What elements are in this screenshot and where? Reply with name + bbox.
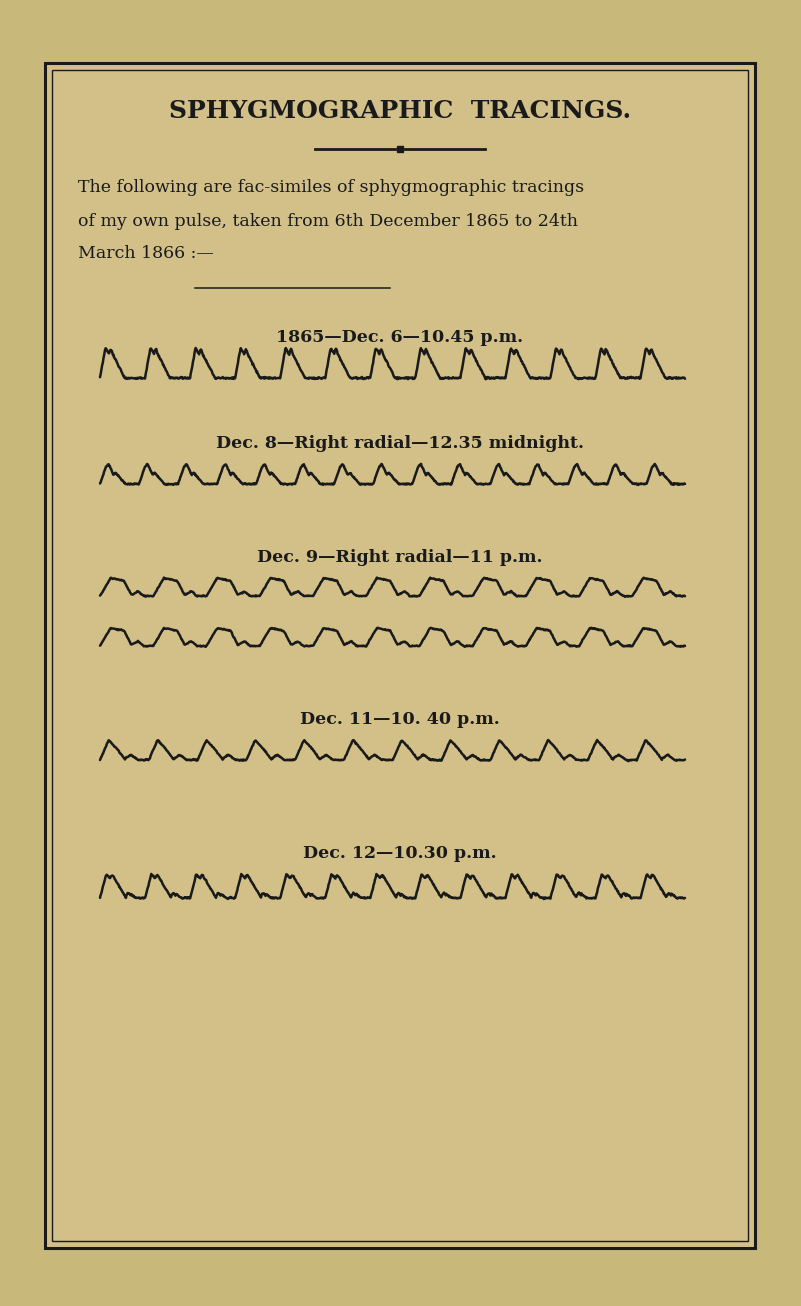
Text: Dec. 12—10.30 p.m.: Dec. 12—10.30 p.m. [304, 845, 497, 862]
Text: 1865—Dec. 6—10.45 p.m.: 1865—Dec. 6—10.45 p.m. [276, 329, 524, 346]
Text: SPHYGMOGRAPHIC  TRACINGS.: SPHYGMOGRAPHIC TRACINGS. [169, 99, 631, 123]
Bar [52, 71, 748, 1241]
Text: Dec. 11—10. 40 p.m.: Dec. 11—10. 40 p.m. [300, 712, 500, 729]
Text: of my own pulse, taken from 6th December 1865 to 24th: of my own pulse, taken from 6th December… [78, 213, 578, 230]
Text: The following are fac-similes of sphygmographic tracings: The following are fac-similes of sphygmo… [78, 179, 584, 196]
Text: Dec. 8—Right radial—12.35 midnight.: Dec. 8—Right radial—12.35 midnight. [216, 435, 584, 452]
Text: Dec. 9—Right radial—11 p.m.: Dec. 9—Right radial—11 p.m. [257, 550, 543, 567]
Text: March 1866 :—: March 1866 :— [78, 246, 214, 263]
Bar [45, 63, 755, 1249]
